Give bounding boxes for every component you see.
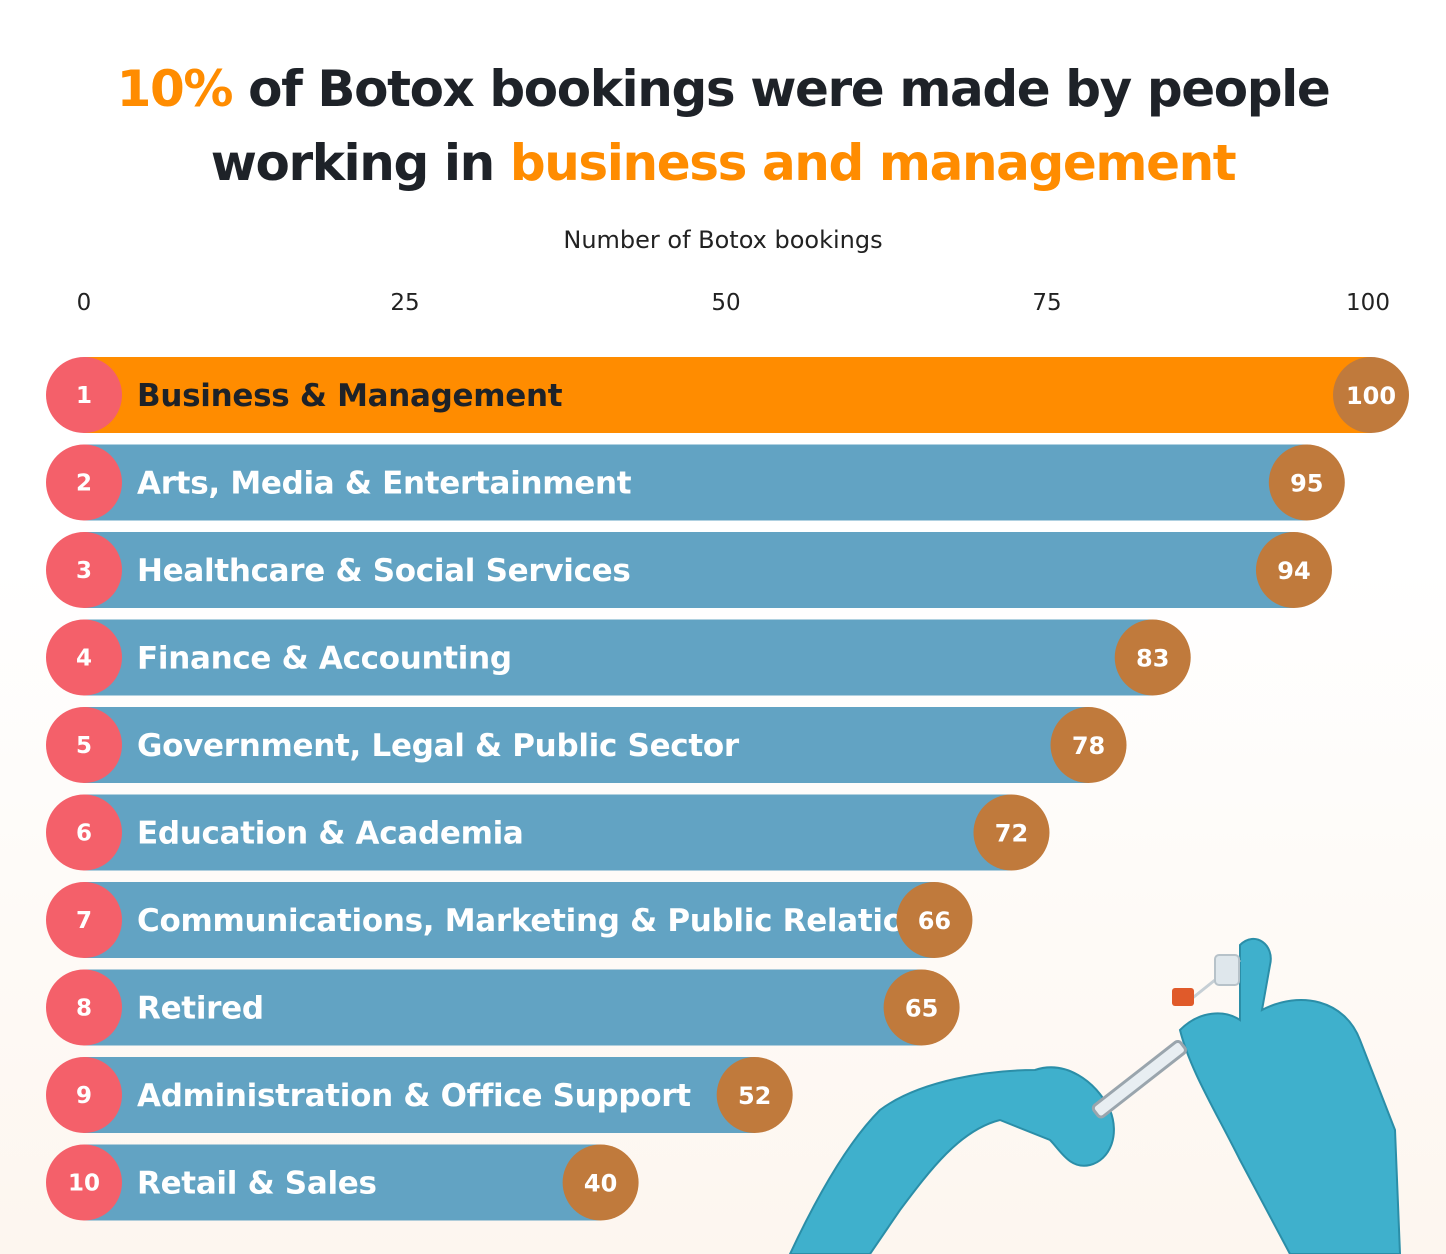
data-label: 72 — [995, 820, 1028, 848]
data-label: 83 — [1136, 645, 1169, 673]
value-badge — [896, 882, 973, 958]
category-label: Retired — [137, 991, 264, 1027]
bar — [84, 1057, 755, 1133]
rank-number: 8 — [76, 996, 92, 1022]
category-label: Communications, Marketing & Public Relat… — [137, 903, 944, 939]
rank-badge — [46, 882, 122, 958]
bar-row: 6 Education & Academia 72 — [46, 794, 1050, 871]
category-label: Administration & Office Support — [137, 1078, 691, 1114]
rank-number: 6 — [76, 821, 92, 847]
title-text-line1: of Botox bookings were made by people — [232, 60, 1331, 118]
category-label: Education & Academia — [137, 816, 524, 852]
rank-number: 7 — [76, 908, 92, 934]
category-label: Healthcare & Social Services — [137, 553, 631, 589]
rank-badge — [46, 444, 122, 521]
bar-row: 7 Communications, Marketing & Public Rela… — [46, 882, 973, 958]
title-highlight-sector: business and management — [509, 134, 1237, 192]
rank-badge — [46, 707, 122, 783]
value-badge — [1050, 707, 1127, 783]
rank-number: 5 — [76, 733, 92, 759]
x-tick-label: 100 — [1346, 290, 1390, 316]
value-badge — [1268, 444, 1345, 521]
data-label: 78 — [1072, 732, 1105, 760]
rank-number: 10 — [68, 1171, 100, 1197]
rank-number: 2 — [76, 471, 92, 497]
bar-row: 1 Business & Management 100 — [46, 357, 1409, 433]
x-axis-label: Number of Botox bookings — [563, 226, 883, 254]
value-badge — [1333, 357, 1409, 433]
bar-row: 9 Administration & Office Support 52 — [46, 1057, 793, 1133]
data-label: 52 — [738, 1082, 771, 1110]
value-badge — [716, 1057, 793, 1133]
bar-row: 10 Retail & Sales 40 — [46, 1144, 639, 1221]
bar — [84, 357, 1371, 433]
bar — [84, 969, 922, 1046]
rank-number: 1 — [76, 383, 92, 409]
bar — [84, 619, 1153, 696]
bar — [84, 1144, 601, 1221]
x-tick-label: 50 — [711, 290, 740, 316]
bar-row: 3 Healthcare & Social Services 94 — [46, 532, 1332, 608]
category-label: Finance & Accounting — [137, 641, 512, 677]
bar — [84, 707, 1089, 783]
rank-badge — [46, 969, 122, 1046]
title-text-line2: working in — [210, 134, 510, 192]
category-label: Business & Management — [137, 378, 563, 414]
category-label: Government, Legal & Public Sector — [137, 728, 740, 764]
bar-row: 2 Arts, Media & Entertainment 95 — [46, 444, 1345, 521]
rank-badge — [46, 619, 122, 696]
category-label: Retail & Sales — [137, 1166, 377, 1202]
value-badge — [883, 969, 960, 1046]
bar-row: 5 Government, Legal & Public Sector 78 — [46, 707, 1127, 783]
bar — [84, 882, 935, 958]
data-label: 65 — [905, 995, 938, 1023]
x-tick-label: 25 — [390, 290, 419, 316]
rank-number: 3 — [76, 558, 92, 584]
rank-number: 9 — [76, 1083, 92, 1109]
value-badge — [562, 1144, 639, 1221]
bar-row: 4 Finance & Accounting 83 — [46, 619, 1191, 696]
rank-badge — [46, 794, 122, 871]
x-tick-label: 0 — [77, 290, 92, 316]
rank-badge — [46, 532, 122, 608]
rank-badge — [46, 1057, 122, 1133]
data-label: 94 — [1277, 557, 1310, 585]
rank-badge — [46, 1144, 122, 1221]
value-badge — [1255, 532, 1332, 608]
bar — [84, 532, 1294, 608]
category-label: Arts, Media & Entertainment — [137, 466, 632, 502]
bar — [84, 444, 1307, 521]
data-label: 40 — [584, 1170, 617, 1198]
value-badge — [973, 794, 1050, 871]
data-label: 66 — [918, 907, 951, 935]
gloved-hands-syringe-illustration — [788, 938, 1402, 1254]
bar-row: 8 Retired 65 — [46, 969, 960, 1046]
x-tick-label: 75 — [1032, 290, 1061, 316]
data-label: 95 — [1290, 470, 1323, 498]
value-badge — [1114, 619, 1191, 696]
chart-title: 10% of Botox bookings were made by peopl… — [0, 52, 1446, 200]
bar — [84, 794, 1012, 871]
data-label: 100 — [1346, 382, 1396, 410]
title-highlight-percent: 10% — [116, 60, 234, 118]
rank-number: 4 — [76, 646, 92, 672]
rank-badge — [46, 357, 122, 433]
